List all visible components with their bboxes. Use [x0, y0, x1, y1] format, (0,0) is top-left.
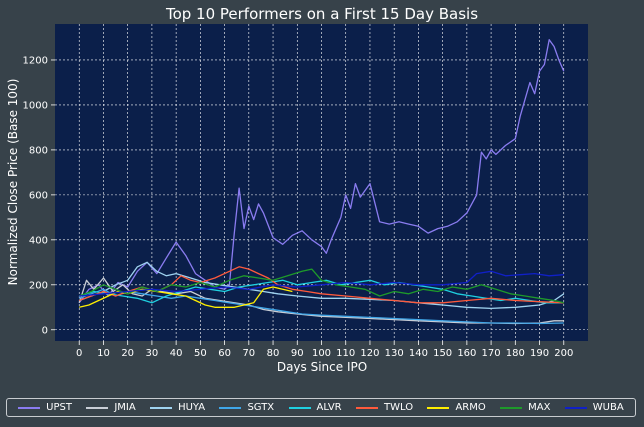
legend-label: MAX: [528, 402, 551, 413]
x-tick-label: 170: [482, 348, 501, 359]
x-tick-label: 30: [146, 348, 159, 359]
legend-item-max: MAX: [500, 402, 550, 413]
x-tick-label: 150: [433, 348, 452, 359]
series-line-wuba: [79, 270, 564, 297]
x-tick-label: 80: [267, 348, 280, 359]
x-tick-label: 20: [121, 348, 134, 359]
legend-label: ARMO: [455, 402, 486, 413]
legend-label: ALVR: [316, 402, 342, 413]
y-tick-label: 1000: [23, 100, 48, 111]
series-line-sgtx: [78, 288, 564, 325]
x-tick-label: 160: [457, 348, 476, 359]
legend-swatch: [219, 406, 242, 409]
series-line-alvr: [79, 279, 564, 304]
legend-item-huya: HUYA: [150, 402, 205, 413]
x-tick-label: 90: [291, 348, 304, 359]
legend-swatch: [500, 406, 523, 409]
chart-title: Top 10 Performers on a First 15 Day Basi…: [165, 5, 478, 23]
x-tick-label: 40: [170, 348, 183, 359]
y-tick-label: 600: [29, 190, 48, 201]
x-tick-label: 100: [312, 348, 331, 359]
x-axis-ticks: 0 10 20 30 40 50 60 70 80 90 100 110 120 130 140 150 160…: [76, 341, 573, 359]
legend-swatch: [288, 406, 311, 409]
x-tick-label: 140: [409, 348, 428, 359]
legend-swatch: [86, 406, 109, 409]
legend: UPST JMIA HUYA SGTX ALVR TWLO ARMO MAX WUBA: [6, 398, 636, 417]
legend-label: WUBA: [592, 402, 624, 413]
legend-item-sgtx: SGTX: [219, 402, 274, 413]
legend-label: UPST: [46, 402, 72, 413]
series-line-upst: [78, 39, 565, 304]
x-tick-label: 180: [506, 348, 525, 359]
x-tick-label: 60: [218, 348, 231, 359]
legend-item-wuba: WUBA: [564, 402, 624, 413]
x-tick-label: 70: [242, 348, 255, 359]
legend-swatch: [564, 406, 587, 409]
grid: [55, 24, 588, 341]
x-tick-label: 0: [76, 348, 82, 359]
y-tick-label: 1200: [23, 55, 48, 66]
series-line-armo: [79, 286, 293, 308]
y-tick-label: 800: [29, 145, 48, 156]
series-line-huya: [78, 261, 565, 310]
x-tick-label: 10: [97, 348, 110, 359]
series-line-max: [78, 268, 564, 304]
x-tick-label: 130: [385, 348, 404, 359]
legend-label: SGTX: [247, 402, 275, 413]
legend-item-twlo: TWLO: [355, 402, 414, 413]
legend-item-alvr: ALVR: [288, 402, 342, 413]
y-tick-label: 200: [29, 280, 48, 291]
legend-swatch: [355, 406, 378, 409]
series-lines: [78, 39, 565, 325]
legend-swatch: [427, 406, 450, 409]
legend-label: JMIA: [114, 402, 136, 413]
y-axis-label: Normalized Close Price (Base 100): [6, 79, 20, 286]
legend-swatch: [18, 406, 41, 409]
x-tick-label: 50: [194, 348, 207, 359]
legend-label: HUYA: [178, 402, 206, 413]
x-tick-label: 120: [360, 348, 379, 359]
x-tick-label: 110: [336, 348, 355, 359]
y-axis-ticks: 0 200 400 600 800 1000 1200: [23, 55, 55, 336]
x-tick-label: 200: [554, 348, 573, 359]
legend-item-upst: UPST: [18, 402, 72, 413]
series-line-jmia: [78, 277, 564, 325]
legend-item-jmia: JMIA: [86, 402, 136, 413]
y-tick-label: 400: [29, 235, 48, 246]
y-tick-label: 0: [42, 325, 48, 336]
legend-swatch: [150, 406, 173, 409]
x-axis-label: Days Since IPO: [277, 360, 367, 374]
x-tick-label: 190: [530, 348, 549, 359]
legend-label: TWLO: [383, 402, 414, 413]
legend-item-armo: ARMO: [427, 402, 486, 413]
